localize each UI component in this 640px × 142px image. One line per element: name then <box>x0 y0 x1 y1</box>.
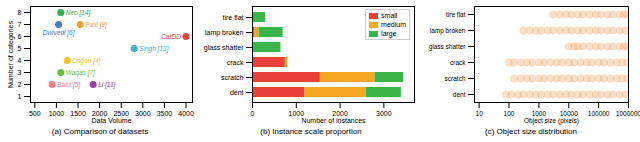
svg-text:Waqas [7]: Waqas [7] <box>66 69 95 77</box>
svg-text:8: 8 <box>18 9 22 16</box>
svg-text:1: 1 <box>18 93 22 100</box>
svg-text:2500: 2500 <box>113 110 129 118</box>
svg-text:5: 5 <box>18 45 22 52</box>
svg-text:dent: dent <box>453 91 466 98</box>
svg-text:Neo [14]: Neo [14] <box>66 9 91 17</box>
svg-text:Doğan [4]: Doğan [4] <box>72 57 100 65</box>
svg-text:scratch: scratch <box>221 74 244 81</box>
svg-text:3500: 3500 <box>157 110 173 117</box>
svg-text:10000: 10000 <box>559 110 578 118</box>
svg-text:Number of categories: Number of categories <box>7 21 15 88</box>
svg-text:CarDD: CarDD <box>161 33 181 40</box>
html-text:(a) Comparison of datasets: (a) Comparison of datasets <box>51 127 149 136</box>
html-text:large: large <box>381 30 397 37</box>
svg-text:7: 7 <box>18 21 22 28</box>
svg-text:1000000: 1000000 <box>616 110 640 117</box>
svg-text:lamp broken: lamp broken <box>430 27 466 35</box>
svg-text:tire flat: tire flat <box>222 14 243 21</box>
svg-text:tire flat: tire flat <box>446 11 466 18</box>
svg-text:lamp broken: lamp broken <box>205 29 244 37</box>
svg-text:crack: crack <box>227 59 244 66</box>
svg-text:6: 6 <box>18 33 22 40</box>
svg-text:Data Volume: Data Volume <box>91 117 131 124</box>
svg-text:Object size (pixels): Object size (pixels) <box>524 117 579 125</box>
svg-text:3000: 3000 <box>376 110 392 117</box>
html-text:small: small <box>381 12 398 19</box>
svg-text:crack: crack <box>450 59 466 66</box>
svg-text:2000: 2000 <box>332 110 348 118</box>
svg-text:500: 500 <box>29 110 41 117</box>
svg-text:Singh [13]: Singh [13] <box>139 45 168 53</box>
svg-text:Patil [8]: Patil [8] <box>85 21 107 29</box>
svg-text:4: 4 <box>18 57 22 64</box>
svg-text:1000: 1000 <box>531 110 547 118</box>
svg-text:1500: 1500 <box>70 110 86 117</box>
html-text:(c) Object size distribution: (c) Object size distribution <box>485 127 577 136</box>
svg-text:dent: dent <box>230 89 244 96</box>
svg-text:100000: 100000 <box>588 110 610 117</box>
svg-text:scratch: scratch <box>445 75 466 82</box>
html-text:(b) Instance scale proportion: (b) Instance scale proportion <box>260 127 362 136</box>
svg-text:glass shatter: glass shatter <box>204 44 244 52</box>
svg-text:3000: 3000 <box>135 110 151 117</box>
svg-text:Li [11]: Li [11] <box>98 81 115 89</box>
svg-text:2: 2 <box>18 81 22 88</box>
svg-text:100: 100 <box>504 110 515 117</box>
svg-text:glass shatter: glass shatter <box>429 43 467 51</box>
svg-text:1000: 1000 <box>49 110 65 117</box>
svg-text:10: 10 <box>476 110 484 117</box>
svg-text:Balci [5]: Balci [5] <box>57 81 80 89</box>
html-text:medium: medium <box>381 21 406 28</box>
svg-text:3: 3 <box>18 69 22 76</box>
svg-text:Number of instances: Number of instances <box>301 117 366 124</box>
svg-text:4000: 4000 <box>178 110 194 117</box>
svg-text:Dwivedi [6]: Dwivedi [6] <box>43 29 75 37</box>
svg-text:2000: 2000 <box>91 110 108 118</box>
svg-text:0: 0 <box>251 110 255 117</box>
svg-text:1000: 1000 <box>288 110 305 118</box>
